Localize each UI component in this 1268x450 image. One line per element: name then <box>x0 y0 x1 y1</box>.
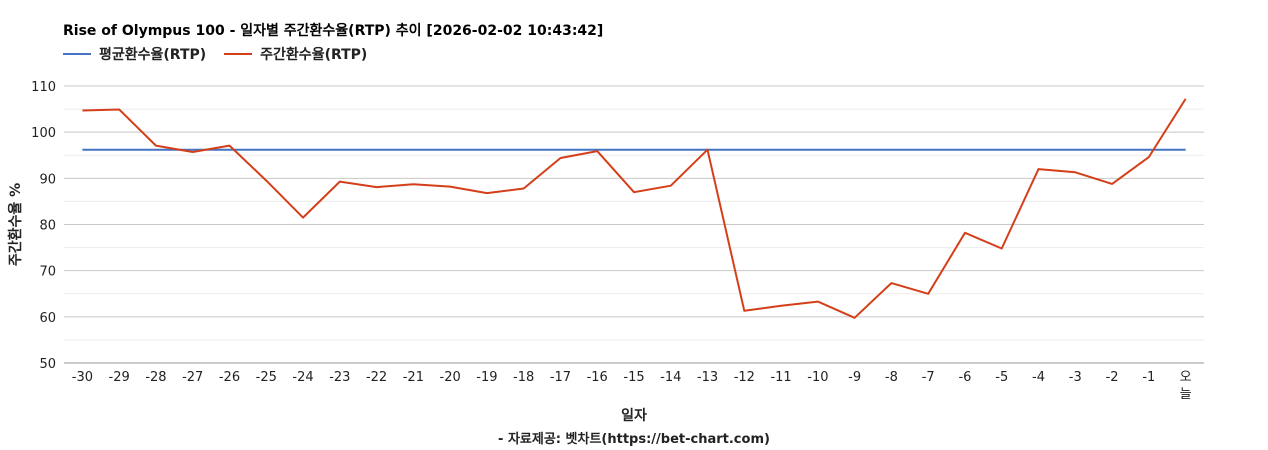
legend-label-weekly: 주간환수율(RTP) <box>260 47 368 63</box>
x-tick-label: 오 <box>1180 370 1192 385</box>
x-tick-label: -5 <box>995 370 1008 385</box>
legend-item-weekly[interactable]: 주간환수율(RTP) <box>224 44 367 64</box>
x-tick-label: -12 <box>734 370 755 385</box>
x-tick-label: -3 <box>1069 370 1082 385</box>
x-tick-label: -16 <box>587 370 608 385</box>
x-tick-label: -20 <box>440 370 461 385</box>
x-tick-label: -4 <box>1032 370 1045 385</box>
chart-title: Rise of Olympus 100 - 일자별 주간환수율(RTP) 추이 … <box>63 23 604 39</box>
x-tick-label: -11 <box>770 370 791 385</box>
y-tick-label: 60 <box>39 311 56 326</box>
series-line-weekly <box>82 98 1187 319</box>
y-tick-label: 80 <box>39 219 56 234</box>
y-tick-label: 50 <box>39 357 56 372</box>
x-tick-label: -25 <box>256 370 277 385</box>
x-tick-label: -17 <box>550 370 571 385</box>
legend-swatch-average <box>63 53 91 55</box>
x-tick-label: -28 <box>145 370 166 385</box>
x-tick-label: -26 <box>219 370 240 385</box>
x-tick-label: -29 <box>109 370 130 385</box>
x-tick-label: 늘 <box>1180 387 1192 402</box>
y-tick-label: 70 <box>39 265 56 280</box>
y-tick-label: 110 <box>31 80 56 95</box>
x-tick-label: -24 <box>292 370 313 385</box>
x-axis-title: 일자 <box>621 408 647 424</box>
legend-item-average[interactable]: 평균환수율(RTP) <box>63 44 206 64</box>
x-tick-label: -23 <box>329 370 350 385</box>
x-tick-label: -21 <box>403 370 424 385</box>
x-tick-label: -10 <box>807 370 828 385</box>
x-tick-label: -15 <box>623 370 644 385</box>
x-tick-label: -7 <box>922 370 935 385</box>
x-tick-label: -30 <box>72 370 93 385</box>
x-tick-label: -6 <box>958 370 971 385</box>
y-axis-title: 주간환수율 % <box>7 183 24 266</box>
source-credit: - 자료제공: 벳차트(https://bet-chart.com) <box>498 432 770 447</box>
legend-swatch-weekly <box>224 53 253 55</box>
y-tick-label: 100 <box>31 126 56 141</box>
x-tick-label: -22 <box>366 370 387 385</box>
x-tick-label: -19 <box>476 370 497 385</box>
x-tick-label: -18 <box>513 370 534 385</box>
x-tick-label: -1 <box>1142 370 1155 385</box>
x-tick-label: -8 <box>885 370 898 385</box>
legend-label-average: 평균환수율(RTP) <box>99 47 207 63</box>
x-tick-label: -14 <box>660 370 681 385</box>
x-tick-label: -13 <box>697 370 718 385</box>
y-tick-label: 90 <box>39 172 56 187</box>
x-tick-label: -27 <box>182 370 203 385</box>
x-tick-label: -9 <box>848 370 861 385</box>
x-tick-label: -2 <box>1106 370 1119 385</box>
legend: 평균환수율(RTP) 주간환수율(RTP) <box>63 44 385 64</box>
